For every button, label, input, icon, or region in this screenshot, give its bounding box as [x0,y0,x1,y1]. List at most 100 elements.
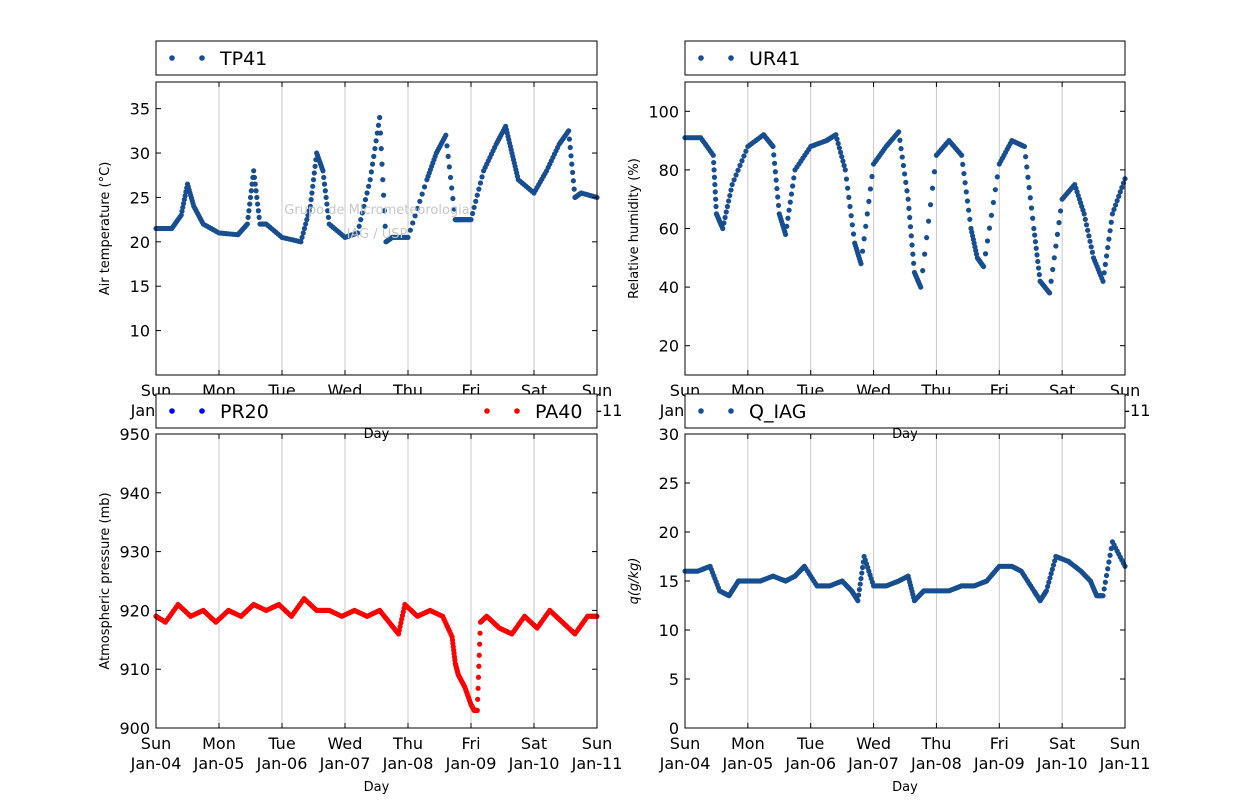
data-point [855,598,861,604]
x-tick-day: Wed [328,734,363,753]
x-tick-day: Mon [731,734,765,753]
data-point [964,198,971,204]
data-point [358,217,364,223]
data-point [787,199,793,205]
data-point [405,234,411,240]
data-point [1107,228,1113,234]
data-point [474,707,480,713]
legend-marker [514,408,520,414]
data-point [858,261,864,267]
data-point [1111,206,1117,213]
data-point [300,230,306,236]
data-point [1105,566,1111,572]
data-point [842,167,848,173]
data-point [1043,588,1050,594]
data-point [375,122,382,128]
data-point [366,183,372,189]
legend-label: UR41 [749,48,800,70]
data-point [785,215,791,221]
data-point [1083,222,1090,228]
data-point [248,188,254,194]
pressure-chart: 900910920930940950SunJan-04MonJan-05TueJ… [98,393,622,795]
data-point [251,168,257,174]
y-tick-label: 25 [130,188,150,207]
data-point [377,114,383,121]
data-point [1116,193,1122,199]
data-point [960,161,966,168]
data-point [476,652,482,658]
y-tick-label: 100 [648,102,679,121]
y-tick-label: 60 [659,220,679,239]
data-point [910,251,916,257]
data-point [773,177,779,183]
x-tick-day: Sat [521,734,547,753]
y-tick-label: 35 [130,100,150,119]
data-point [445,153,451,159]
data-point [307,203,313,209]
y-tick-label: 920 [119,601,150,620]
data-point [1035,265,1042,271]
data-point [1086,233,1092,239]
legend-frame [155,393,598,429]
data-point [476,663,482,669]
data-point [475,696,481,702]
data-point [377,130,384,136]
data-point [925,218,932,224]
data-point [984,238,991,244]
data-point [414,205,421,212]
data-point [994,174,1000,180]
data-point [381,208,387,214]
data-point [378,145,384,152]
data-point [1045,583,1051,590]
x-tick-date: Jan-10 [508,754,560,773]
data-point [859,570,865,576]
data-point [966,207,972,213]
data-point [303,221,309,227]
data-point [179,208,185,214]
data-point [1021,143,1028,150]
data-point [382,223,388,229]
data-point [410,220,416,226]
data-point [907,224,914,230]
data-point [712,181,718,188]
data-point [710,152,716,158]
data-point [841,162,847,169]
data-point [1119,184,1125,191]
data-point [419,191,425,197]
data-point [444,143,450,149]
data-point [1112,202,1119,208]
data-point [931,169,938,175]
series-q-iag [682,539,1128,604]
data-point [301,225,308,232]
data-point [256,214,262,221]
data-point [924,235,930,241]
data-point [1032,232,1038,238]
x-tick-day: Mon [202,734,236,753]
data-point [1035,258,1041,265]
data-point [833,132,839,138]
data-point [568,153,574,159]
watermark: Grupo de Micrometeorologia IAG / USP [284,203,470,242]
legend: UR41 [684,40,1126,76]
legend: PR20 PA40 [155,393,598,429]
data-point [1082,216,1088,222]
x-tick-date: Jan-09 [973,754,1025,773]
data-point [713,203,719,210]
data-point [729,181,735,188]
data-point [380,177,386,183]
data-point [898,146,904,152]
data-point [320,168,326,174]
data-point [843,176,850,182]
legend-frame [684,40,1126,76]
humidity-chart: 20406080100SunJan-04MonJan-05TueJan-06We… [627,40,1150,442]
data-point [963,189,969,195]
data-point [929,185,936,191]
data-point [447,174,454,181]
data-point [1050,266,1056,273]
data-point [771,152,777,158]
legend-marker [728,55,734,61]
data-point [1101,270,1107,276]
x-tick-date: Jan-05 [193,754,245,773]
data-point [251,174,258,181]
data-point [739,158,745,164]
